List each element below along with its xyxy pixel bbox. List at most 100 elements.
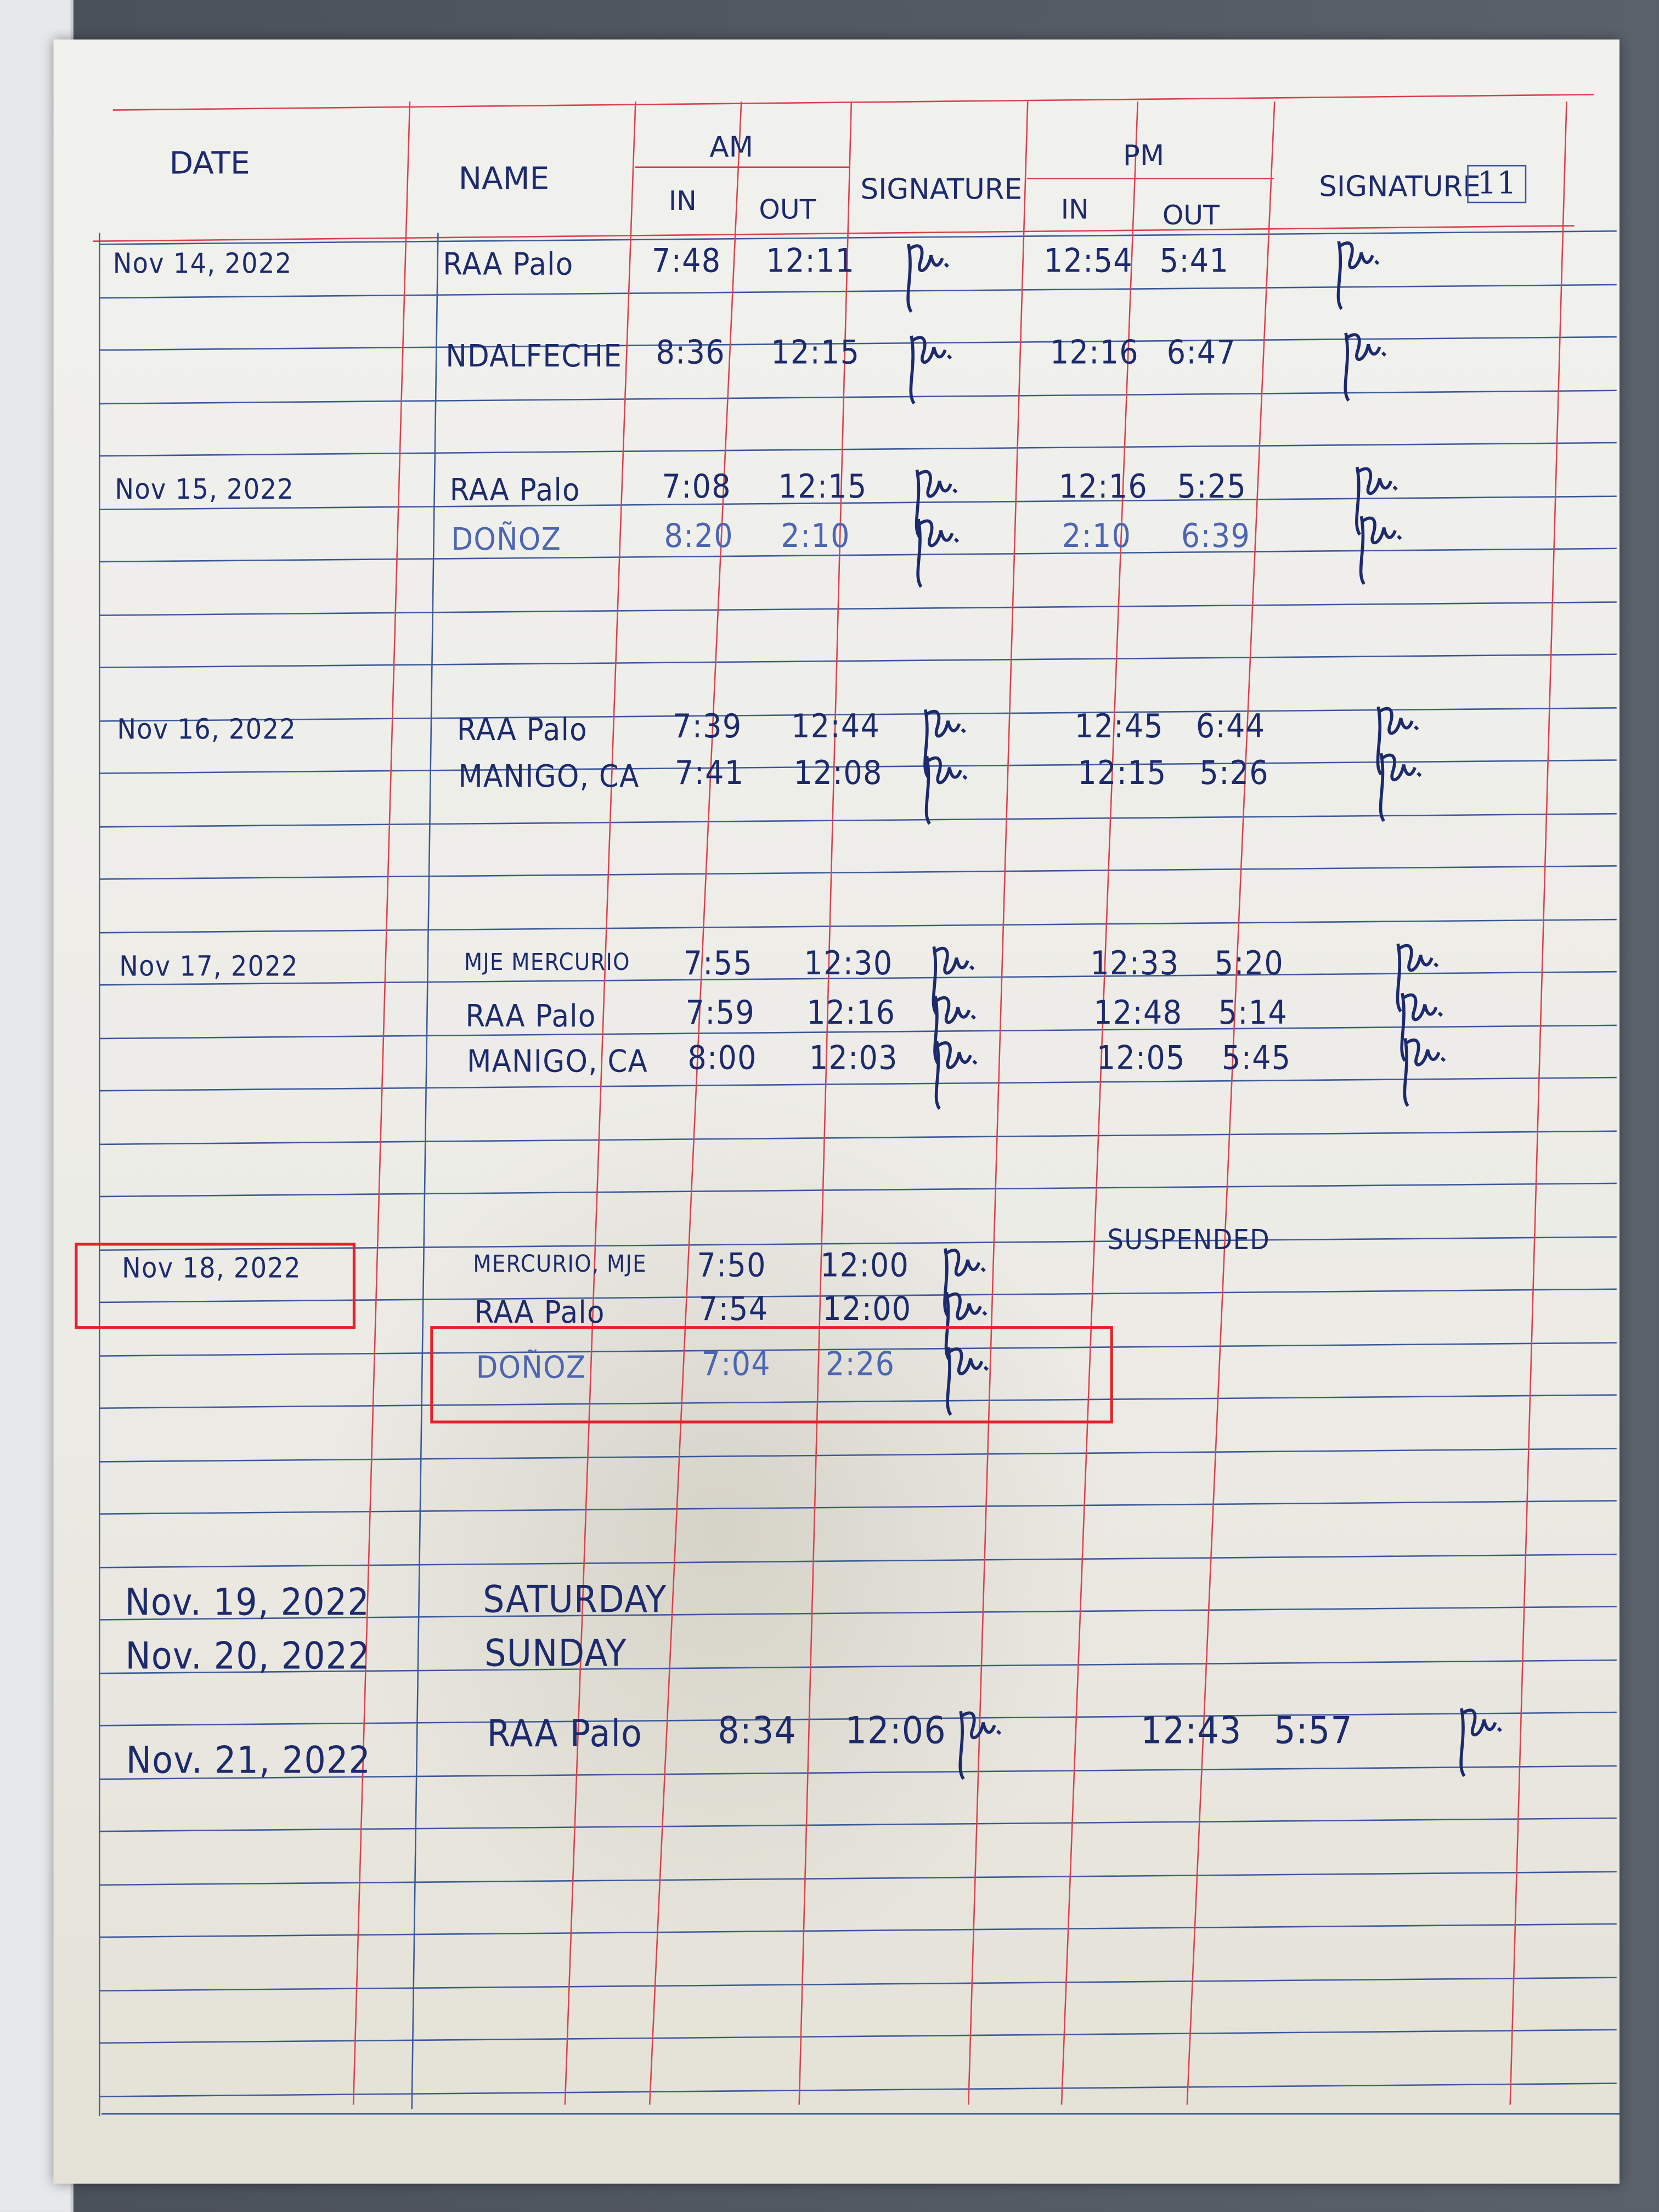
am-signature — [889, 233, 1002, 324]
pm-in-cell: 12:45 — [1074, 708, 1164, 746]
am-in-cell: 7:04 — [701, 1345, 771, 1383]
am-out-cell: 2:26 — [825, 1345, 895, 1383]
pm-note: SUSPENDED — [1107, 1224, 1271, 1257]
pm-in-cell: 12:15 — [1077, 754, 1167, 792]
date-cell: Nov 15, 2022 — [115, 473, 295, 507]
am-out-cell: 12:15 — [771, 334, 860, 371]
pm-signature — [1382, 982, 1495, 1074]
am-signature — [906, 698, 1019, 790]
am-signature — [897, 459, 1010, 550]
date-cell: Nov. 20, 2022 — [125, 1634, 370, 1678]
am-in-cell: 8:34 — [718, 1709, 797, 1753]
header-date: DATE — [169, 146, 250, 182]
left-margin-line — [98, 233, 100, 2117]
pm-out-cell: 5:14 — [1218, 994, 1288, 1032]
pm-in-cell: 12:16 — [1049, 334, 1139, 371]
pm-out-cell: 5:25 — [1177, 468, 1247, 506]
name-cell: MERCURIO, MJE — [473, 1250, 647, 1278]
pm-in-cell: 2:10 — [1062, 517, 1132, 555]
pm-out-cell: 5:41 — [1159, 242, 1229, 280]
pm-out-cell: 5:26 — [1199, 754, 1269, 792]
am-signature — [907, 745, 1020, 837]
name-cell: SATURDAY — [483, 1578, 667, 1622]
pm-signature — [1378, 933, 1491, 1024]
am-in-cell: 7:55 — [683, 945, 753, 983]
pm-signature — [1362, 742, 1475, 834]
name-cell: RAA Palo — [443, 245, 574, 283]
pm-in-cell: 12:48 — [1093, 994, 1183, 1032]
pm-signature — [1358, 696, 1471, 787]
am-out-cell: 12:00 — [822, 1290, 912, 1328]
pm-signature — [1338, 456, 1451, 548]
pm-subheader-rule — [1026, 177, 1274, 179]
highlight-box-entry — [430, 1326, 1113, 1424]
name-cell: RAA Palo — [474, 1293, 605, 1331]
am-signature — [941, 1700, 1054, 1792]
am-signature — [899, 508, 1012, 600]
date-cell: Nov 17, 2022 — [119, 950, 298, 984]
am-signature — [892, 324, 1005, 416]
am-out-cell: 12:00 — [820, 1246, 910, 1284]
am-out-cell: 2:10 — [781, 517, 850, 555]
header-pm-in: IN — [1060, 194, 1089, 226]
am-out-cell: 12:15 — [778, 468, 867, 506]
am-signature — [925, 1237, 1038, 1329]
name-cell: RAA Palo — [487, 1712, 643, 1756]
am-out-cell: 12:08 — [793, 754, 883, 792]
pm-in-cell: 12:33 — [1090, 945, 1180, 983]
am-out-cell: 12:30 — [804, 945, 893, 983]
pm-out-cell: 6:39 — [1181, 517, 1251, 555]
name-cell: DOÑOZ — [476, 1348, 586, 1386]
pm-in-cell: 12:54 — [1043, 242, 1133, 280]
pm-signature — [1386, 1027, 1499, 1119]
pm-signature — [1327, 321, 1440, 413]
logbook-page — [53, 39, 1620, 2184]
header-am: AM — [709, 129, 753, 164]
am-signature — [914, 935, 1027, 1027]
name-cell: RAA Palo — [465, 997, 596, 1035]
am-out-cell: 12:11 — [766, 242, 855, 280]
header-pm-out: OUT — [1162, 200, 1220, 232]
header-am-out: OUT — [759, 194, 816, 226]
date-cell: Nov. 19, 2022 — [125, 1581, 370, 1624]
name-cell: NDALFECHE — [445, 337, 623, 374]
pm-in-cell: 12:16 — [1058, 468, 1148, 506]
name-cell: RAA Palo — [449, 471, 580, 509]
name-cell: RAA Palo — [456, 710, 588, 748]
pm-signature — [1342, 505, 1455, 597]
pm-in-cell: 12:43 — [1141, 1709, 1242, 1753]
am-in-cell: 8:00 — [687, 1039, 757, 1077]
am-in-cell: 8:20 — [664, 517, 733, 555]
header-pm-signature: SIGNATURE — [1319, 169, 1481, 204]
am-signature — [916, 985, 1029, 1076]
am-in-cell: 7:48 — [651, 242, 721, 280]
pm-out-cell: 5:20 — [1214, 945, 1284, 983]
am-signature — [917, 1030, 1030, 1121]
pm-out-cell: 6:47 — [1166, 334, 1237, 371]
am-in-cell: 7:39 — [673, 708, 742, 746]
am-out-cell: 12:44 — [791, 708, 881, 746]
highlight-box-date — [75, 1243, 356, 1329]
am-signature — [928, 1336, 1041, 1427]
name-cell: MANIGO, CA — [466, 1042, 648, 1080]
am-signature — [927, 1281, 1040, 1373]
header-pm: PM — [1122, 138, 1165, 172]
date-cell: Nov 14, 2022 — [112, 248, 292, 281]
pm-in-cell: 12:05 — [1096, 1039, 1186, 1077]
am-in-cell: 7:50 — [697, 1246, 766, 1284]
name-cell: MANIGO, CA — [458, 757, 640, 795]
am-subheader-rule — [635, 166, 849, 168]
bottom-border — [101, 2113, 1620, 2115]
date-cell: Nov 16, 2022 — [117, 713, 296, 747]
header-am-signature: SIGNATURE — [860, 172, 1023, 206]
date-cell: Nov. 21, 2022 — [126, 1739, 371, 1782]
am-in-cell: 8:36 — [656, 334, 725, 371]
pm-out-cell: 5:45 — [1221, 1039, 1291, 1077]
am-in-cell: 7:59 — [685, 994, 755, 1032]
header-name: NAME — [458, 162, 550, 198]
am-in-cell: 7:54 — [698, 1290, 769, 1328]
am-out-cell: 12:06 — [845, 1709, 946, 1753]
pm-out-cell: 6:44 — [1195, 708, 1266, 746]
pm-signature — [1319, 230, 1432, 321]
